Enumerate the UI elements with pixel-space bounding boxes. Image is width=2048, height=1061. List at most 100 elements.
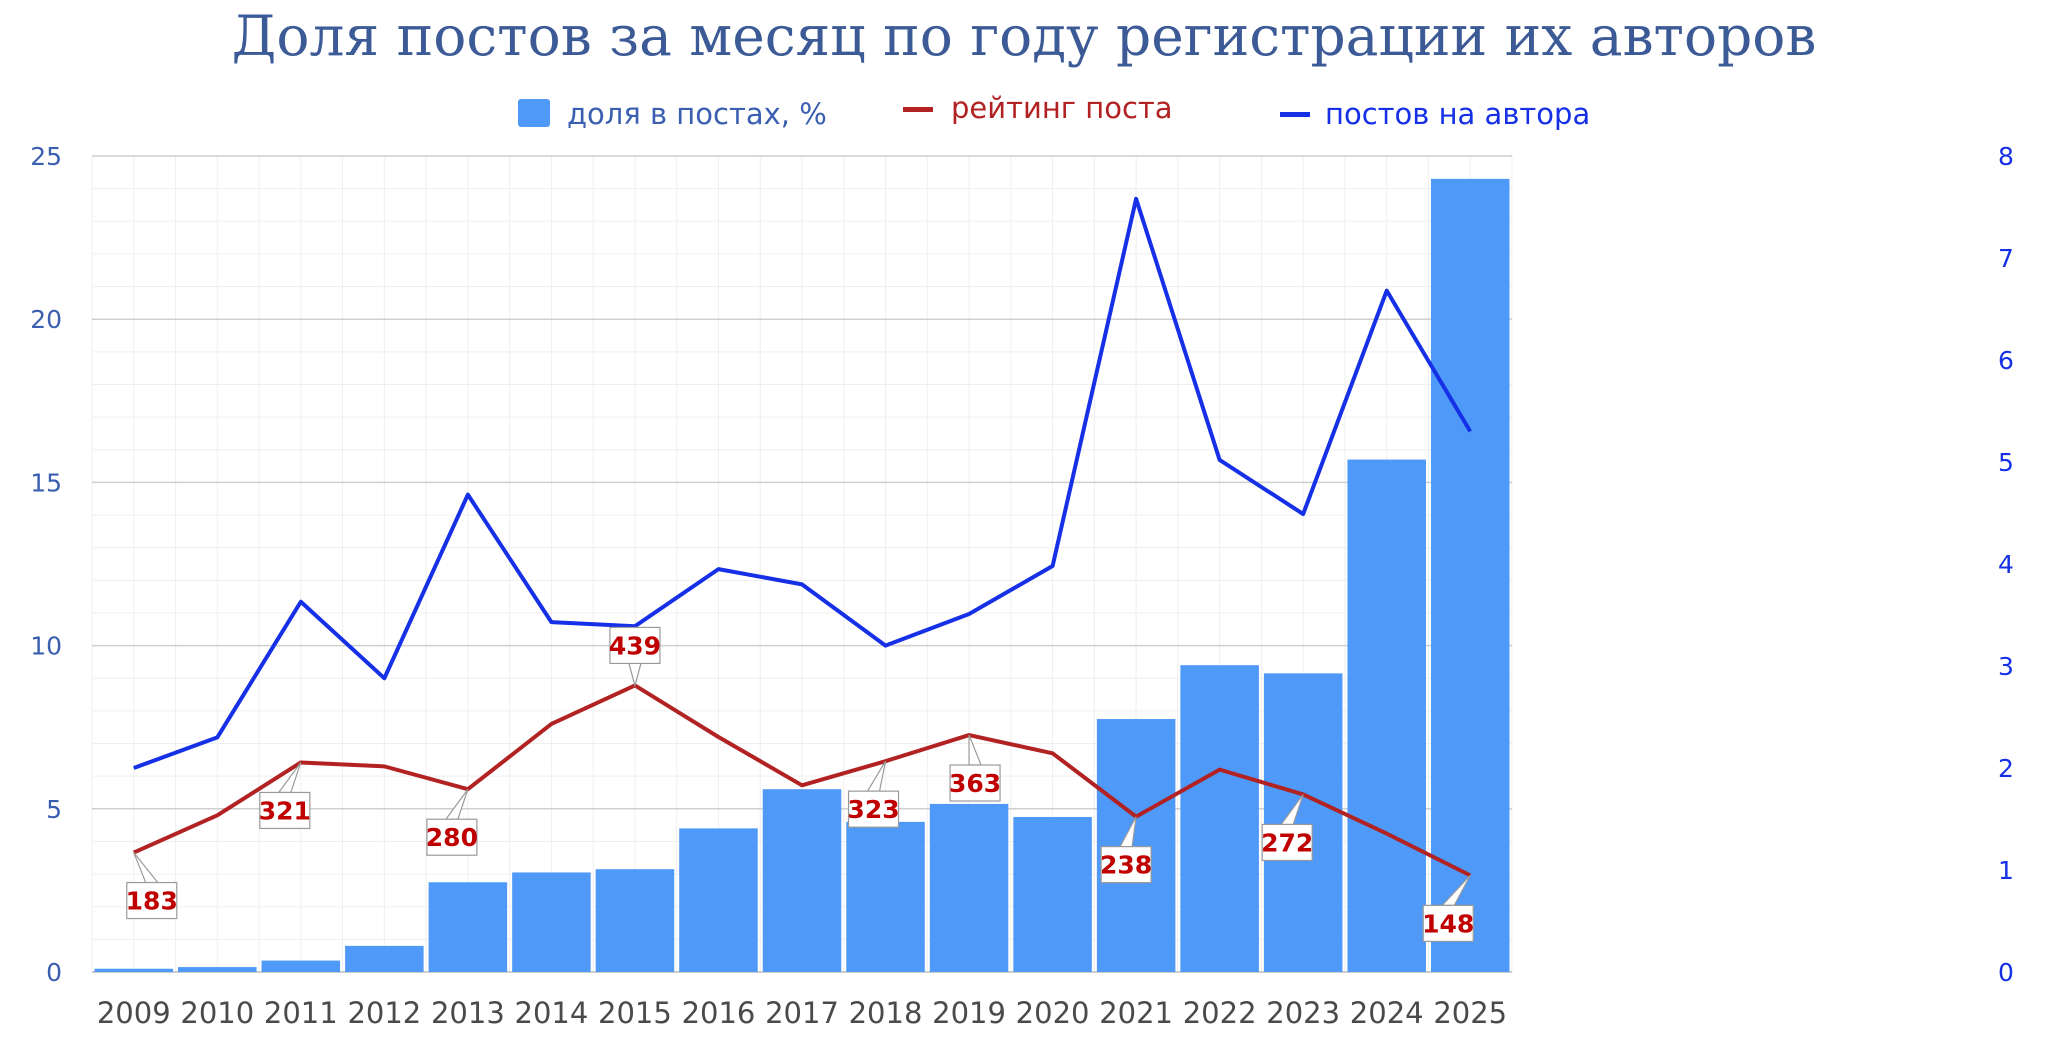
callout-box <box>847 790 900 828</box>
x-tick-label: 2011 <box>264 996 338 1030</box>
left-tick-label: 10 <box>30 632 62 661</box>
x-tick-label: 2014 <box>515 996 589 1030</box>
rating-data-label: 183 <box>126 852 178 920</box>
callout-value: 183 <box>126 887 178 916</box>
right-axis-ticks: 0 1 2 3 4 5 6 7 8 <box>1998 142 2014 987</box>
legend-item-rating[interactable]: рейтинг поста <box>903 91 1173 125</box>
bar[interactable] <box>1180 665 1259 972</box>
rating-data-label: 363 <box>949 734 1001 802</box>
x-tick-label: 2023 <box>1266 996 1340 1030</box>
callout-pointer <box>968 734 982 766</box>
bar[interactable] <box>261 960 341 972</box>
callout-box <box>1261 823 1313 862</box>
x-tick-label: 2016 <box>682 996 756 1030</box>
right-tick-label: 7 <box>1998 244 2014 273</box>
callout-value: 238 <box>1100 851 1152 880</box>
right-tick-label: 2 <box>1998 754 2014 783</box>
bar[interactable] <box>428 882 508 972</box>
lines <box>132 196 1472 878</box>
left-tick-label: 25 <box>30 142 62 171</box>
callout-value: 272 <box>1261 828 1313 857</box>
posts-per-author-line[interactable] <box>133 196 1472 770</box>
callout-value: 321 <box>259 796 311 825</box>
chart-title: Доля постов за месяц по году регистрации… <box>232 4 1817 68</box>
rating-line[interactable] <box>132 683 1472 878</box>
legend-swatch-share <box>518 99 550 127</box>
callout-value: 280 <box>426 823 478 852</box>
bar[interactable] <box>1263 673 1343 972</box>
callout-pointer <box>444 788 469 820</box>
bar[interactable] <box>1347 459 1426 972</box>
rating-data-label: 280 <box>426 788 478 856</box>
rating-data-label: 323 <box>847 760 900 828</box>
bar[interactable] <box>846 821 925 972</box>
legend-swatch-posts-per-author <box>1280 112 1310 117</box>
callout-pointer <box>628 662 642 688</box>
callout-value: 323 <box>847 795 899 824</box>
right-tick-label: 4 <box>1998 550 2014 579</box>
legend-label-rating: рейтинг поста <box>951 91 1173 125</box>
bar[interactable] <box>762 789 842 972</box>
legend-item-share[interactable]: доля в постах, % <box>518 97 827 131</box>
callout-pointer <box>133 852 160 884</box>
rating-data-label: 439 <box>609 626 661 688</box>
callout-box <box>126 881 178 920</box>
x-axis-ticks: 2009 2010 2011 2012 2013 2014 2015 2016 2017 2018… <box>97 996 1507 1030</box>
x-tick-label: 2025 <box>1433 996 1507 1030</box>
x-tick-label: 2018 <box>849 996 923 1030</box>
left-tick-label: 5 <box>46 795 62 824</box>
left-tick-label: 0 <box>46 958 62 987</box>
x-tick-label: 2022 <box>1183 996 1257 1030</box>
legend-item-posts-per-author[interactable]: постов на автора <box>1280 97 1590 131</box>
x-tick-label: 2012 <box>347 996 421 1030</box>
legend-label-posts-per-author: постов на автора <box>1325 97 1590 131</box>
rating-data-label: 272 <box>1261 794 1313 862</box>
left-tick-label: 15 <box>30 468 62 497</box>
left-axis-ticks: 0 5 10 15 20 25 <box>30 142 62 987</box>
right-tick-label: 8 <box>1998 142 2014 171</box>
rating-data-label: 321 <box>259 762 311 830</box>
callout-box <box>1100 846 1152 884</box>
x-tick-label: 2017 <box>765 996 839 1030</box>
x-tick-label: 2010 <box>180 996 254 1030</box>
bar[interactable] <box>679 828 758 972</box>
callout-box <box>259 791 311 830</box>
bar[interactable] <box>1013 816 1092 972</box>
right-tick-label: 1 <box>1998 856 2014 885</box>
right-tick-label: 3 <box>1998 652 2014 681</box>
callout-value: 439 <box>609 631 661 660</box>
legend-label-share: доля в постах, % <box>567 97 827 131</box>
x-tick-label: 2019 <box>932 996 1006 1030</box>
bar[interactable] <box>1096 719 1176 972</box>
x-tick-label: 2013 <box>431 996 505 1030</box>
bar[interactable] <box>512 872 591 972</box>
callout-value: 363 <box>949 769 1001 798</box>
bar[interactable] <box>345 945 424 972</box>
x-tick-label: 2009 <box>97 996 171 1030</box>
callout-box <box>949 764 1001 802</box>
right-tick-label: 0 <box>1998 958 2014 987</box>
x-tick-label: 2015 <box>598 996 672 1030</box>
bar[interactable] <box>595 869 675 972</box>
x-tick-label: 2024 <box>1350 996 1424 1030</box>
callout-value: 148 <box>1422 909 1474 938</box>
bar[interactable] <box>929 803 1009 972</box>
callout-box <box>1422 904 1474 942</box>
bar[interactable] <box>1430 178 1510 972</box>
x-tick-label: 2021 <box>1099 996 1173 1030</box>
left-tick-label: 20 <box>30 305 62 334</box>
right-tick-label: 5 <box>1998 448 2014 477</box>
legend-swatch-rating <box>903 107 933 112</box>
callout-box <box>426 818 478 856</box>
bar[interactable] <box>178 967 257 972</box>
callout-pointer <box>277 762 302 794</box>
rating-data-label: 238 <box>1100 816 1152 884</box>
data-labels: 183 321 280 439 323 363 238 272 148 <box>126 626 1474 942</box>
callout-box <box>609 626 661 665</box>
legend: доля в постах, % рейтинг поста постов на… <box>518 91 1590 131</box>
right-tick-label: 6 <box>1998 346 2014 375</box>
x-tick-label: 2020 <box>1016 996 1090 1030</box>
bar[interactable] <box>94 968 174 972</box>
rating-data-label: 148 <box>1422 874 1474 942</box>
